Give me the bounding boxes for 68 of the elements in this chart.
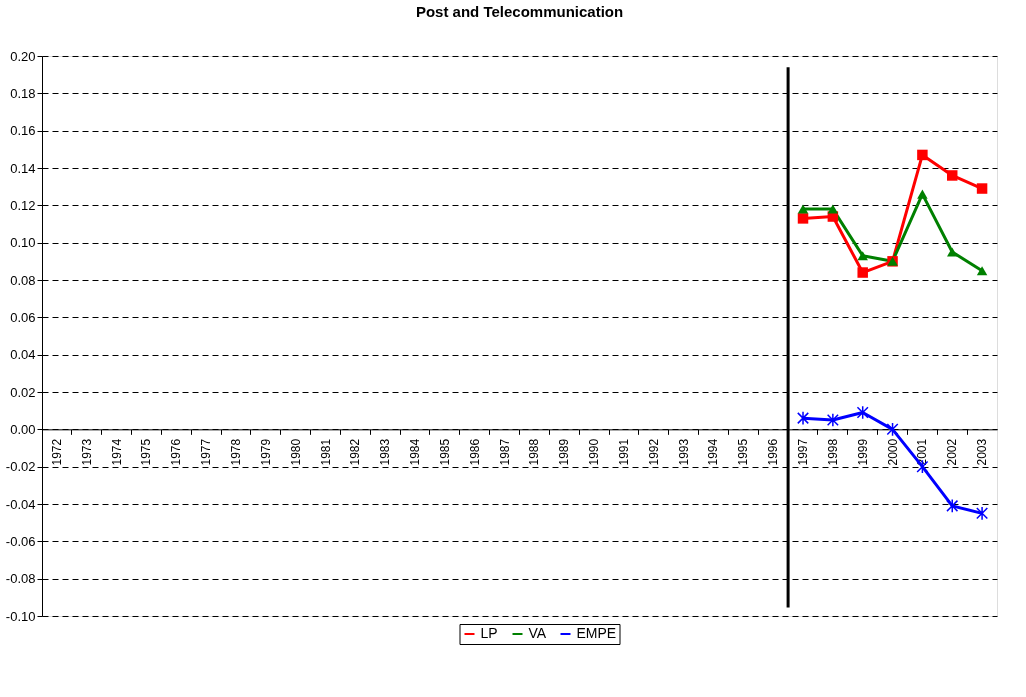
x-tick-label: 1990 xyxy=(587,438,602,466)
x-tick-label: 1976 xyxy=(169,438,184,466)
x-tick-label: 2000 xyxy=(885,438,900,466)
x-tick-label: 1974 xyxy=(109,438,124,466)
y-tick-label: -0.08 xyxy=(5,571,36,587)
point xyxy=(946,498,959,513)
y-tick-label: 0.10 xyxy=(10,235,36,251)
point xyxy=(946,247,958,257)
x-tick-label: 1973 xyxy=(79,438,94,466)
point xyxy=(827,204,839,214)
x-tick-label: 1977 xyxy=(199,438,214,466)
x-tick-label: 1993 xyxy=(676,438,691,466)
point xyxy=(976,183,988,194)
x-tick-label: 2003 xyxy=(975,438,990,466)
x-tick-label: 1996 xyxy=(766,438,781,466)
point xyxy=(917,189,928,199)
y-tick-label: -0.04 xyxy=(5,496,36,512)
y-tick-label: -0.10 xyxy=(5,608,36,624)
x-tick-label: 1972 xyxy=(49,438,64,466)
x-tick-label: 2002 xyxy=(945,438,960,466)
legend-label: VA xyxy=(528,625,547,641)
point xyxy=(797,213,809,224)
y-tick-label: 0.00 xyxy=(10,421,36,437)
x-tick-label: 1988 xyxy=(527,438,542,466)
point xyxy=(856,405,869,420)
legend-label: EMPE xyxy=(576,625,617,641)
legend-label: LP xyxy=(480,625,498,641)
y-tick-label: -0.06 xyxy=(5,533,36,549)
y-tick-label: 0.02 xyxy=(10,384,36,400)
y-tick-label: 0.14 xyxy=(10,160,36,176)
x-tick-label: 1998 xyxy=(825,438,840,466)
y-tick-label: 0.20 xyxy=(10,48,36,64)
x-tick-label: 1975 xyxy=(139,438,154,466)
x-tick-label: 1984 xyxy=(408,438,423,466)
point xyxy=(797,204,809,214)
x-tick-label: 1980 xyxy=(288,438,303,466)
x-tick-label: 1979 xyxy=(258,438,273,466)
x-tick-label: 1986 xyxy=(467,438,482,466)
y-tick-label: 0.12 xyxy=(10,197,36,213)
point xyxy=(886,422,899,437)
y-tick-label: -0.02 xyxy=(5,459,36,475)
point xyxy=(857,251,868,261)
y-tick-label: 0.06 xyxy=(10,309,36,325)
x-tick-label: 1994 xyxy=(706,438,721,466)
point xyxy=(976,506,989,521)
chart-title: Post and Telecommunication xyxy=(415,3,624,20)
point xyxy=(797,411,810,426)
x-tick-label: 1992 xyxy=(646,438,661,466)
x-tick-label: 1981 xyxy=(318,438,333,466)
point xyxy=(857,267,868,278)
x-tick-label: 1997 xyxy=(796,438,811,466)
x-tick-label: 1995 xyxy=(736,438,751,466)
point xyxy=(976,266,988,276)
x-tick-label: 1999 xyxy=(855,438,870,466)
y-tick-label: 0.04 xyxy=(10,347,36,363)
x-tick-label: 1978 xyxy=(228,438,243,466)
y-tick-label: 0.08 xyxy=(10,272,36,288)
x-tick-label: 1987 xyxy=(497,438,512,466)
y-tick-label: 0.16 xyxy=(10,123,36,139)
point xyxy=(946,170,958,181)
point xyxy=(917,149,928,161)
y-tick-label: 0.18 xyxy=(10,85,36,101)
x-tick-label: 1982 xyxy=(348,438,363,466)
point xyxy=(826,412,839,428)
x-tick-label: 1989 xyxy=(557,438,572,466)
x-tick-label: 1985 xyxy=(437,438,452,466)
x-tick-label: 1983 xyxy=(378,438,393,466)
x-tick-label: 1991 xyxy=(616,438,631,466)
